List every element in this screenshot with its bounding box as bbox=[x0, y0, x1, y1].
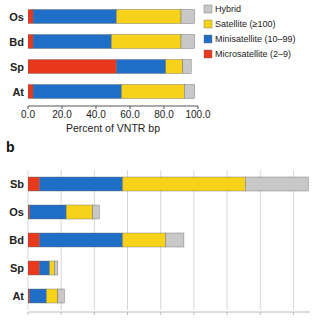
category-label: Bd bbox=[9, 234, 24, 246]
legend-label: Satellite (≥100) bbox=[215, 19, 275, 29]
x-tick bbox=[260, 312, 261, 315]
x-tick-label: 80.0 bbox=[154, 109, 174, 120]
bar-segment bbox=[33, 10, 116, 24]
bar-segment bbox=[166, 60, 183, 74]
legend-swatch bbox=[204, 35, 212, 43]
bar-segment bbox=[28, 177, 40, 191]
bar-segment bbox=[66, 205, 93, 219]
bar-segment bbox=[116, 60, 165, 74]
bar-segment bbox=[28, 35, 33, 49]
bar-segment bbox=[30, 205, 66, 219]
bar-segment bbox=[111, 35, 181, 49]
x-tick bbox=[193, 312, 194, 315]
bar-segment bbox=[28, 205, 30, 219]
bar-segment bbox=[184, 85, 194, 99]
bar-segment bbox=[40, 233, 123, 247]
x-tick-label: 100.0 bbox=[185, 109, 210, 120]
bar-segment bbox=[181, 35, 195, 49]
bar-segment bbox=[123, 177, 246, 191]
panel-label: b bbox=[6, 139, 15, 155]
bar-segment bbox=[28, 60, 116, 74]
x-tick-label: 20.0 bbox=[52, 109, 72, 120]
x-axis bbox=[28, 312, 310, 313]
x-tick-label: 60.0 bbox=[120, 109, 140, 120]
bar-segment bbox=[40, 261, 50, 275]
x-tick bbox=[28, 312, 29, 315]
bar-segment bbox=[181, 10, 195, 24]
bar-segment bbox=[183, 60, 192, 74]
category-label: Os bbox=[9, 11, 24, 23]
legend-label: Hybrid bbox=[215, 4, 241, 14]
bar-segment bbox=[123, 233, 166, 247]
bar-segment bbox=[30, 289, 47, 303]
bar-segment bbox=[46, 289, 58, 303]
bar-segment bbox=[116, 10, 181, 24]
category-label: Sp bbox=[10, 262, 24, 274]
category-label: At bbox=[12, 290, 24, 302]
x-tick-label: 40.0 bbox=[86, 109, 106, 120]
category-label: Sp bbox=[10, 61, 24, 73]
bar-segment bbox=[122, 85, 185, 99]
bar-segment bbox=[28, 85, 33, 99]
figure: 0.0 20.0 40.0 60.0 80.0 100.0 Percent of VNTR … bbox=[0, 0, 320, 320]
category-label: Bd bbox=[9, 36, 24, 48]
legend-swatch bbox=[204, 50, 212, 58]
bar-segment bbox=[33, 85, 121, 99]
category-label: Os bbox=[9, 206, 24, 218]
x-tick bbox=[227, 312, 228, 315]
bar-segment bbox=[33, 35, 111, 49]
bar-segment bbox=[245, 177, 308, 191]
legend-swatch bbox=[204, 20, 212, 28]
x-tick bbox=[160, 312, 161, 315]
bars bbox=[28, 10, 195, 99]
x-tick-label: 0.0 bbox=[21, 109, 35, 120]
bar-segment bbox=[28, 233, 40, 247]
bar-segment bbox=[166, 233, 184, 247]
x-axis-label: Percent of VNTR bp bbox=[66, 122, 160, 134]
bar-segment bbox=[50, 261, 55, 275]
bar-segment bbox=[28, 261, 40, 275]
bar-segment bbox=[58, 289, 65, 303]
bars bbox=[28, 177, 308, 303]
x-tick bbox=[127, 312, 128, 315]
x-tick bbox=[61, 312, 62, 315]
bar-segment bbox=[40, 177, 123, 191]
bar-segment bbox=[93, 205, 100, 219]
legend-label: Minisatellite (10–99) bbox=[215, 34, 296, 44]
bar-segment bbox=[28, 10, 33, 24]
bar-segment bbox=[55, 261, 58, 275]
legend-swatch bbox=[204, 5, 212, 13]
category-label: At bbox=[12, 86, 24, 98]
legend-label: Microsatellite (2–9) bbox=[215, 49, 291, 59]
x-tick bbox=[94, 312, 95, 315]
bar-segment bbox=[28, 289, 30, 303]
x-axis bbox=[28, 106, 198, 107]
x-tick bbox=[293, 312, 294, 315]
category-label: Sb bbox=[10, 178, 24, 190]
